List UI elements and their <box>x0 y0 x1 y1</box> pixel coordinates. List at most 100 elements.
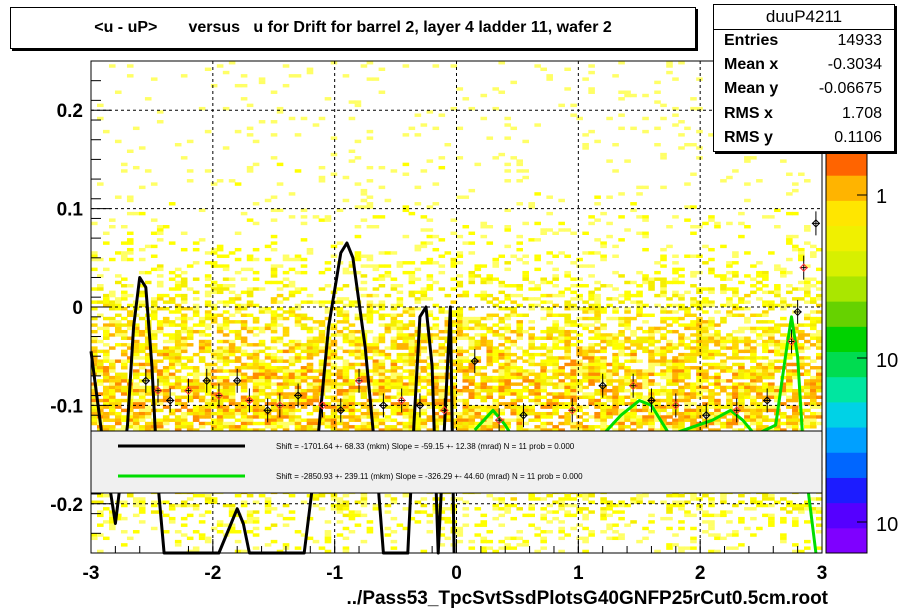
heatmap-cell <box>270 523 278 527</box>
heatmap-cell <box>228 503 236 508</box>
heatmap-cell <box>420 169 428 173</box>
heatmap-cell <box>96 257 104 262</box>
heatmap-cell <box>558 336 565 340</box>
heatmap-cell <box>618 510 625 514</box>
heatmap-cell <box>504 379 512 383</box>
heatmap-cell <box>384 389 392 393</box>
heatmap-cell <box>360 389 368 393</box>
heatmap-cell <box>234 513 242 518</box>
heatmap-cell <box>372 346 380 350</box>
heatmap-cell <box>576 369 583 373</box>
heatmap-cell <box>282 375 290 380</box>
heatmap-cell <box>342 175 350 180</box>
heatmap-cell <box>348 264 356 268</box>
heatmap-cell <box>408 428 416 432</box>
heatmap-cell <box>378 284 386 288</box>
heatmap-cell <box>228 349 236 354</box>
heatmap-cell <box>600 500 607 504</box>
heatmap-cell <box>378 165 386 170</box>
heatmap-cell <box>198 372 206 377</box>
heatmap-cell <box>498 546 506 550</box>
heatmap-cell <box>702 356 709 360</box>
heatmap-cell <box>372 415 380 419</box>
heatmap-cell <box>432 415 440 419</box>
heatmap-cell <box>126 493 134 498</box>
heatmap-cell <box>396 297 404 301</box>
heatmap-cell <box>378 277 386 281</box>
heatmap-cell <box>540 411 547 416</box>
heatmap-cell <box>336 310 344 314</box>
heatmap-cell <box>318 507 326 511</box>
heatmap-cell <box>204 169 212 173</box>
heatmap-cell <box>486 356 494 360</box>
heatmap-cell <box>204 290 212 295</box>
heatmap-cell <box>522 169 529 173</box>
heatmap-cell <box>498 385 506 390</box>
heatmap-cell <box>168 366 176 370</box>
heatmap-cell <box>132 346 140 350</box>
heatmap-cell <box>390 339 398 344</box>
heatmap-cell <box>420 297 428 301</box>
heatmap-cell <box>306 385 314 390</box>
heatmap-cell <box>354 339 362 344</box>
heatmap-cell <box>108 389 116 393</box>
heatmap-cell <box>528 497 535 501</box>
heatmap-cell <box>666 389 673 393</box>
heatmap-cell <box>342 284 350 288</box>
heatmap-cell <box>102 428 110 432</box>
heatmap-cell <box>138 402 146 406</box>
heatmap-cell <box>552 392 559 396</box>
heatmap-cell <box>690 385 697 390</box>
heatmap-cell <box>522 175 529 180</box>
heatmap-cell <box>552 382 559 386</box>
heatmap-cell <box>690 313 697 317</box>
heatmap-cell <box>102 369 110 373</box>
heatmap-cell <box>516 162 524 167</box>
heatmap-cell <box>192 290 200 295</box>
heatmap-cell <box>144 336 152 340</box>
heatmap-cell <box>228 425 236 429</box>
heatmap-cell <box>102 267 110 272</box>
heatmap-cell <box>570 372 577 377</box>
heatmap-cell <box>504 293 512 298</box>
heatmap-cell <box>210 83 218 88</box>
heatmap-cell <box>318 346 326 350</box>
heatmap-cell <box>504 136 512 140</box>
heatmap-cell <box>606 336 613 340</box>
heatmap-cell <box>654 326 661 331</box>
heatmap-cell <box>348 349 356 354</box>
heatmap-cell <box>102 520 110 524</box>
heatmap-cell <box>444 398 452 403</box>
heatmap-cell <box>348 323 356 327</box>
heatmap-cell <box>318 546 326 550</box>
heatmap-cell <box>372 366 380 370</box>
heatmap-cell <box>666 225 673 229</box>
heatmap-cell <box>252 366 260 370</box>
heatmap-cell <box>414 244 422 249</box>
heatmap-cell <box>672 418 679 422</box>
heatmap-cell <box>498 316 506 321</box>
heatmap-cell <box>120 251 128 255</box>
heatmap-cell <box>438 238 446 242</box>
heatmap-cell <box>678 411 685 416</box>
heatmap-cell <box>180 366 188 370</box>
heatmap-cell <box>480 398 488 403</box>
heatmap-cell <box>510 402 518 406</box>
heatmap-cell <box>162 320 170 324</box>
heatmap-cell <box>240 313 248 317</box>
heatmap-cell <box>138 362 146 367</box>
heatmap-cell <box>492 402 500 406</box>
heatmap-cell <box>114 402 122 406</box>
heatmap-cell <box>246 169 254 173</box>
heatmap-cell <box>318 359 326 363</box>
heatmap-cell <box>606 411 613 416</box>
heatmap-cell <box>282 411 290 416</box>
heatmap-cell <box>126 343 134 347</box>
heatmap-cell <box>660 362 667 367</box>
heatmap-cell <box>564 503 571 508</box>
heatmap-cell <box>324 385 332 390</box>
heatmap-cell <box>672 425 679 429</box>
heatmap-cell <box>282 415 290 419</box>
heatmap-cell <box>366 179 374 183</box>
heatmap-cell <box>480 375 488 380</box>
